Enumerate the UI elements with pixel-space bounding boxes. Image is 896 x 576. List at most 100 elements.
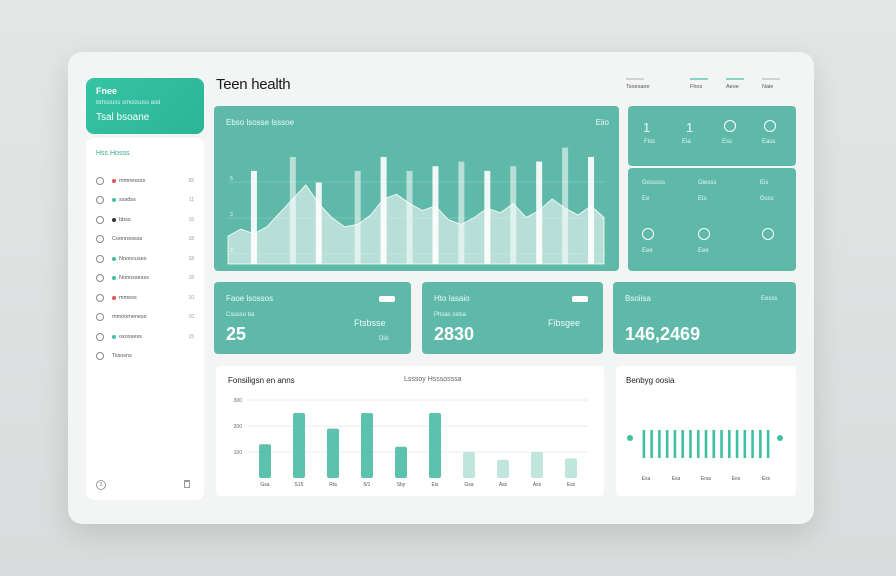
kpi-tiny-3: Eesss xyxy=(761,296,778,302)
stat-label-1: Fiss xyxy=(644,139,655,145)
bar xyxy=(531,452,543,478)
kpi-sub-1: Ftsbsse xyxy=(354,318,386,328)
x-tick-label: Exa xyxy=(672,476,681,482)
sidebar-item-count: 11 xyxy=(188,197,194,204)
user-icon[interactable]: 2 xyxy=(96,480,106,490)
x-tick-label: Ass xyxy=(499,482,508,488)
x-tick-label: Eras xyxy=(701,476,712,482)
status-dot xyxy=(112,217,116,222)
stat-value-2: 1 xyxy=(686,120,694,135)
status-dot xyxy=(112,256,116,261)
kpi-card-1[interactable]: Faoe lsossos Csusso ba 25 Ftsbsse Diis xyxy=(214,282,411,354)
sidebar-item-label: Coonnessss xyxy=(112,236,143,243)
sidebar-item-label: Nooncuses xyxy=(119,255,147,262)
stat-label-3: Ess xyxy=(722,139,733,145)
sidebar: Hss Hosss mmnessss 55 sssdss 11 bbss 15 Coonne… xyxy=(86,138,204,500)
bar xyxy=(463,452,475,478)
sidebar-footer: 2 xyxy=(96,480,190,490)
brand-tagline: Bmssuss smoosuss asd xyxy=(96,100,161,106)
kpi-value-1: 25 xyxy=(226,324,247,344)
y-tick-label: 100 xyxy=(234,450,243,456)
nav-item-icon xyxy=(96,215,104,224)
mid-sub-2: Ets xyxy=(698,196,707,202)
kpi-value-2: 2830 xyxy=(434,324,475,344)
brand-card[interactable]: Fnee Bmssuss smoosuss asd Tsal bsoane xyxy=(86,78,204,134)
top-link-4[interactable]: Naie xyxy=(762,78,780,90)
sidebar-item[interactable]: Tssosns xyxy=(96,347,194,367)
trash-icon[interactable] xyxy=(184,480,190,488)
sidebar-item-label: Noonssesss xyxy=(119,275,149,282)
sidebar-item[interactable]: sssdss 11 xyxy=(96,191,194,211)
x-tick-label: Sby xyxy=(397,482,406,488)
sidebar-item-label: bbss xyxy=(119,216,131,223)
heart-icon[interactable] xyxy=(764,120,776,132)
brand-sub: Tsal bsoane xyxy=(96,112,150,123)
sidebar-item[interactable]: bbss 15 xyxy=(96,210,194,230)
mini-chart-card: Benbyg oosia Exa Exa Eras Ees Exx xyxy=(616,366,796,496)
nav-item-icon xyxy=(96,254,104,263)
mini-bar xyxy=(727,430,731,458)
top-link-1[interactable]: Tsoesaoe xyxy=(626,78,650,90)
sidebar-item-count: 55 xyxy=(188,177,194,184)
sidebar-item-label: mmoomeness xyxy=(112,314,147,321)
y-tick-label: 5 xyxy=(230,176,233,182)
clock-icon[interactable] xyxy=(642,228,654,240)
kpi-value-3: 146,2469 xyxy=(625,324,701,344)
bar xyxy=(497,459,509,478)
mini-bar xyxy=(751,430,754,458)
top-link-3[interactable]: Aeoe xyxy=(726,78,744,90)
kpi-title-2: Hto lasaio xyxy=(434,294,470,303)
x-tick-label: Exa xyxy=(642,476,651,482)
bar xyxy=(259,444,271,478)
bar xyxy=(327,428,339,478)
nav-item-icon xyxy=(96,274,104,283)
sidebar-item[interactable]: mmnessss 55 xyxy=(96,171,194,191)
sidebar-header: Hss Hosss xyxy=(96,150,130,157)
kpi-small-2: Phsas sslsa xyxy=(434,312,467,318)
x-tick-label: Eis xyxy=(432,482,439,488)
x-tick-label: Ees xyxy=(732,476,741,482)
status-dot xyxy=(112,295,116,300)
mid-sub-1: Ee xyxy=(642,196,650,202)
top-link-2[interactable]: Fhos xyxy=(690,78,708,90)
sidebar-item[interactable]: Nooncuses 18 xyxy=(96,249,194,269)
pulse-icon[interactable] xyxy=(724,120,736,132)
mid-sub-5: Eee xyxy=(698,248,709,254)
x-tick-label: Exx xyxy=(762,476,771,482)
kpi-card-2[interactable]: Hto lasaio Phsas sslsa 2830 Fibsgee xyxy=(422,282,603,354)
main-area-chart: 532 xyxy=(227,147,606,265)
kpi-card-3[interactable]: Bsoiisa Eesss 146,2469 xyxy=(613,282,796,354)
nav-item-icon xyxy=(96,313,104,322)
main-chart-panel: Ebso lsosse lsssoe Eiio 532 xyxy=(214,106,619,271)
top-links: Tsoesaoe Fhos Aeoe Naie xyxy=(626,78,786,98)
x-tick-label: S15 xyxy=(295,482,304,488)
kpi-pill-1 xyxy=(379,296,395,302)
sidebar-item-count: 15 xyxy=(188,333,194,340)
mini-bar xyxy=(650,430,653,458)
mini-dot-left xyxy=(627,435,633,441)
mid-sub-3: Gsss xyxy=(760,196,774,202)
sidebar-item[interactable]: mmoomeness 10 xyxy=(96,308,194,328)
x-tick-label: Ess xyxy=(567,482,576,488)
right-stats-middle: Gosssss Giesss Eis Ee Ets Gsss Eee Eee xyxy=(628,168,796,271)
sidebar-item-count: 10 xyxy=(188,294,194,301)
mini-bar xyxy=(759,430,762,458)
y-tick-label: 3 xyxy=(230,212,233,218)
moon-icon[interactable] xyxy=(762,228,774,240)
right-stats-top: 1 Fiss 1 Eia Ess Eass xyxy=(628,106,796,166)
x-tick-label: Ass xyxy=(533,482,542,488)
mini-bar xyxy=(658,430,661,458)
brand-name: Fnee xyxy=(96,86,118,96)
mini-bar xyxy=(766,430,770,458)
nav-item-icon xyxy=(96,176,104,185)
mini-bar xyxy=(696,430,700,458)
sidebar-item[interactable]: Coonnessss 18 xyxy=(96,230,194,250)
sidebar-item[interactable]: mmess 10 xyxy=(96,288,194,308)
sidebar-item[interactable]: osossess 15 xyxy=(96,327,194,347)
main-chart-bar xyxy=(562,147,569,264)
main-chart-controls[interactable]: Eiio xyxy=(595,118,609,127)
sidebar-item[interactable]: Noonssesss 18 xyxy=(96,269,194,289)
activity-icon[interactable] xyxy=(698,228,710,240)
bar-chart-card: Fonsiligsn en anns Lsssoy Hsssosssa 300 2… xyxy=(216,366,604,496)
kpi-pill-2 xyxy=(572,296,588,302)
